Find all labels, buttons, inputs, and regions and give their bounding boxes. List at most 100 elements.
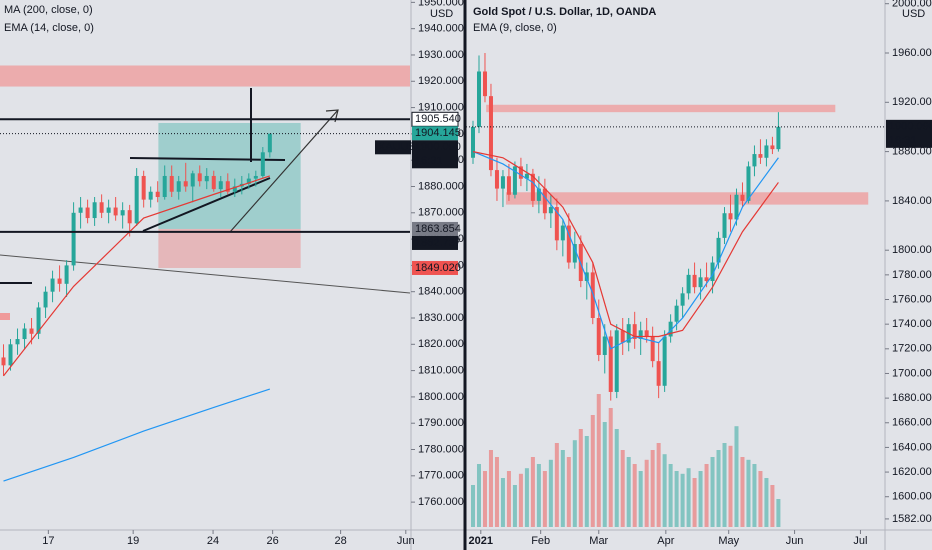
volume-bar: [500, 478, 505, 527]
candle-body: [471, 126, 476, 158]
volume-bar: [506, 471, 511, 527]
candle-body: [548, 207, 553, 214]
candle-body: [716, 237, 721, 263]
volume-bar: [554, 443, 559, 527]
volume-bar: [530, 457, 535, 527]
indicator-line: [472, 151, 779, 350]
candle-body: [162, 175, 167, 198]
y-tick-label: 1780.000: [418, 443, 464, 455]
y-tick-label: 1760.000: [892, 293, 932, 305]
price-label-time: 16:31: [889, 135, 917, 147]
candle-body: [740, 194, 745, 201]
candle-body: [57, 278, 62, 284]
candle-body: [218, 181, 223, 190]
candle-body: [50, 278, 55, 292]
volume-bar: [590, 415, 595, 527]
candle-body: [267, 133, 272, 153]
candle-body: [710, 262, 715, 282]
candle-body: [134, 175, 139, 224]
y-tick-label: 1950.000: [418, 0, 464, 8]
price-label-box: [412, 221, 458, 236]
candle-body: [64, 265, 69, 284]
candle-body: [29, 328, 34, 334]
y-tick-label: 1720.000: [892, 343, 932, 355]
volume-bar: [734, 426, 739, 527]
y-tick-label: 1800.000: [892, 244, 932, 256]
candle-body: [246, 178, 251, 184]
y-tick-label: 1830.000: [418, 312, 464, 324]
candle-body: [596, 318, 601, 355]
volume-bar: [626, 457, 631, 527]
y-tick-label: 1760.000: [418, 496, 464, 508]
indicator-line: [3, 388, 271, 482]
volume-bar: [698, 471, 703, 527]
candle-body: [704, 277, 709, 282]
candle-body: [512, 166, 517, 195]
volume-bar: [518, 473, 523, 527]
volume-bar: [572, 440, 577, 527]
y-tick-label: 1582.000: [892, 513, 932, 525]
drawings: [0, 88, 411, 320]
volume-bar: [482, 471, 487, 527]
y-tick-label: 1840.000: [418, 286, 464, 298]
x-tick-label: Jun: [786, 535, 804, 547]
zone: [486, 104, 836, 113]
candle-body: [99, 202, 104, 213]
candle-body: [148, 191, 153, 200]
candle-body: [746, 166, 751, 201]
volume-bar: [542, 471, 547, 527]
volume-bar: [668, 464, 673, 527]
volume-bar: [596, 394, 601, 527]
price-label: 1900.090: [889, 121, 932, 133]
volume-bar: [722, 443, 727, 527]
price-label-box: [412, 140, 458, 169]
y-tick-label: 1930.000: [418, 49, 464, 61]
zone: [505, 192, 869, 205]
symbol-tag: XAUUSD: [378, 141, 424, 153]
candle-body: [197, 173, 202, 182]
candle-body: [764, 145, 769, 158]
x-tick-label: 19: [127, 535, 139, 547]
volume-bar: [728, 445, 733, 527]
candle-body: [22, 328, 27, 340]
x-tick-label: Jun: [397, 535, 415, 547]
candle-body: [530, 173, 535, 201]
volume-bar: [752, 464, 757, 527]
candle-body: [494, 170, 499, 189]
candle-body: [211, 175, 216, 190]
volume-bar: [656, 443, 661, 527]
y-tick-label: 1920.000: [892, 96, 932, 108]
candle-body: [36, 307, 41, 334]
candle-body: [674, 305, 679, 322]
candle-body: [770, 145, 775, 150]
y-tick-label: 1740.000: [892, 318, 932, 330]
candle-body: [728, 213, 733, 220]
candle-body: [43, 291, 48, 308]
candle-body: [668, 321, 673, 337]
volume-bar: [644, 459, 649, 527]
candle-body: [500, 176, 505, 189]
candle-body: [560, 225, 565, 241]
volume-bar: [740, 457, 745, 527]
candle-body: [204, 175, 209, 182]
y-tick-label: 1770.000: [418, 470, 464, 482]
price-label: 1904.145: [415, 127, 461, 139]
candle-body: [232, 186, 237, 192]
volume-bar: [578, 429, 583, 527]
volume-bar: [638, 471, 643, 527]
candle-body: [692, 274, 697, 288]
candle-body: [602, 336, 607, 355]
candle-body: [169, 175, 174, 192]
candle-body: [572, 244, 577, 263]
x-tick-label: Apr: [657, 535, 674, 547]
price-label: 1849.020: [415, 262, 461, 274]
volume-bar: [602, 422, 607, 527]
volume-bar: [560, 450, 565, 527]
volume-bar: [524, 468, 529, 527]
candle-body: [482, 71, 487, 97]
x-tick-label: 24: [207, 535, 219, 547]
candle-body: [176, 181, 181, 192]
position-stop: [158, 228, 301, 268]
